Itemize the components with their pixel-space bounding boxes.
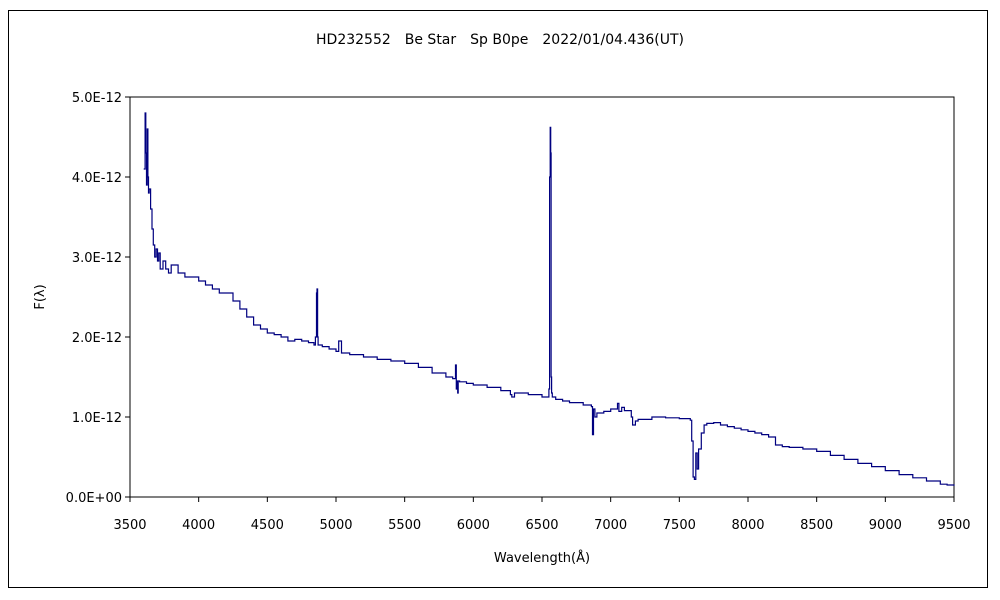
x-axis-title: Wavelength(Å) <box>494 550 590 566</box>
y-tick-label: 4.0E-12 <box>72 171 122 186</box>
x-tick-label: 4000 <box>182 518 215 533</box>
y-tick-label: 3.0E-12 <box>72 251 122 266</box>
x-tick-label: 5500 <box>388 518 421 533</box>
x-tick-label: 9000 <box>869 518 902 533</box>
x-tick-label: 6000 <box>457 518 490 533</box>
x-tick-label: 7000 <box>594 518 627 533</box>
y-tick-label: 0.0E+00 <box>66 491 122 506</box>
y-axis: 0.0E+00 1.0E-12 2.0E-12 3.0E-12 4.0E-12 5.0E-… <box>66 91 130 506</box>
y-tick-label: 2.0E-12 <box>72 331 122 346</box>
x-tick-label: 9500 <box>937 518 970 533</box>
y-tick-label: 5.0E-12 <box>72 91 122 106</box>
chart-title: HD232552 Be Star Sp B0pe 2022/01/04.436(… <box>316 32 684 48</box>
x-tick-label: 8500 <box>800 518 833 533</box>
series-layer <box>143 112 955 486</box>
x-tick-label: 7500 <box>663 518 696 533</box>
spectrum-series-line <box>143 112 955 486</box>
y-axis-title: F(λ) <box>33 284 48 309</box>
x-axis: 3500 4000 4500 5000 5500 6000 6500 7000 7500 8000… <box>113 497 971 533</box>
x-tick-label: 3500 <box>113 518 146 533</box>
plot-area <box>129 96 955 498</box>
x-tick-label: 5000 <box>319 518 352 533</box>
x-tick-label: 8000 <box>731 518 764 533</box>
x-tick-label: 6500 <box>525 518 558 533</box>
y-tick-label: 1.0E-12 <box>72 411 122 426</box>
x-tick-label: 4500 <box>251 518 284 533</box>
